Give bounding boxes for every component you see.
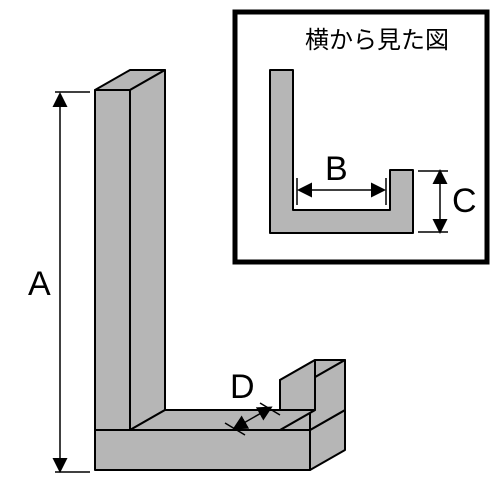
dim-d-label: D [230, 368, 255, 406]
inset-panel: 横から見た図 B C [235, 12, 487, 262]
inset-title: 横から見た図 [305, 27, 449, 54]
dim-c-label: C [452, 182, 477, 220]
dimension-diagram: A D 横から見た図 B C [0, 0, 500, 500]
dim-a-label: A [28, 265, 51, 303]
dim-b-label: B [325, 150, 348, 188]
